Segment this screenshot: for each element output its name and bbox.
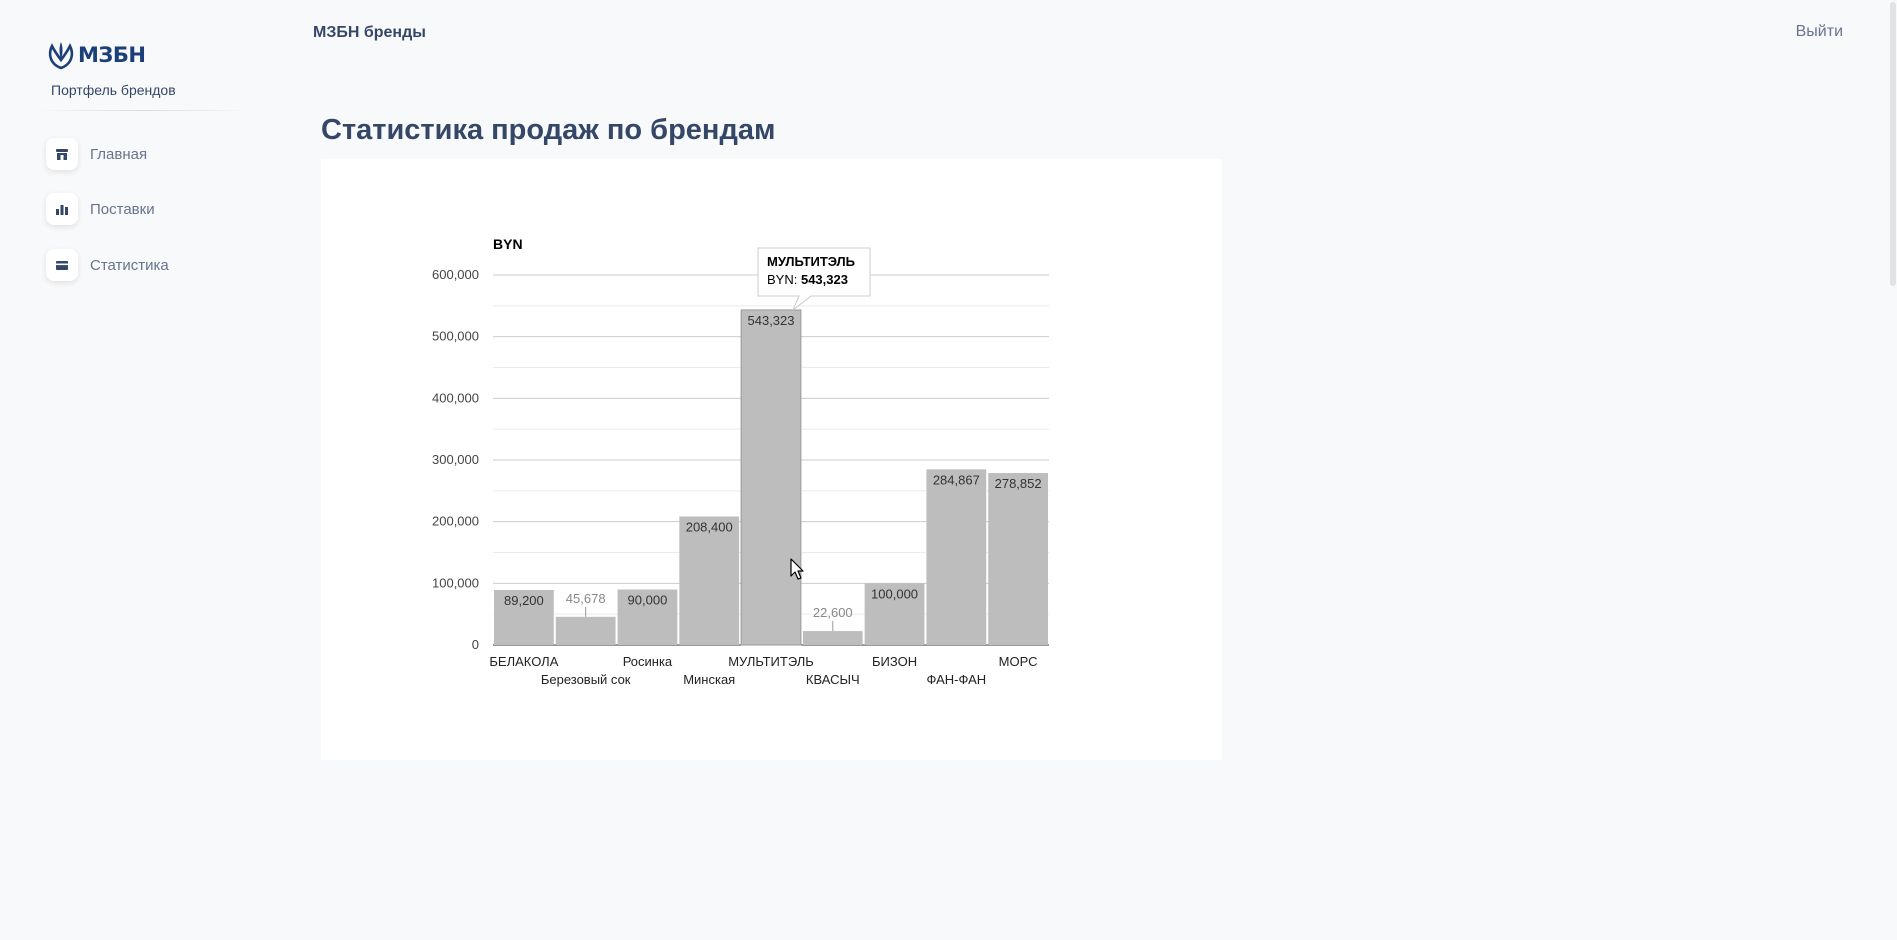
logout-link[interactable]: Выйти <box>1795 23 1843 40</box>
data-label: 543,323 <box>748 313 795 328</box>
x-tick-label: КВАСЫЧ <box>806 672 860 687</box>
sidebar-divider <box>36 110 250 111</box>
bar[interactable] <box>740 309 802 646</box>
sidebar-item-statistics[interactable]: Статистика <box>46 249 169 281</box>
y-tick-label: 300,000 <box>432 452 479 467</box>
card-icon <box>46 249 78 281</box>
tooltip-series-label: BYN: <box>767 272 801 287</box>
x-tick-label: БИЗОН <box>872 654 917 669</box>
brand-subtitle: Портфель брендов <box>51 82 176 98</box>
bar[interactable] <box>679 516 740 645</box>
bar-chart[interactable]: 0 100,000 200,000 300,000 400,000 500,000 600,… <box>321 159 1222 760</box>
sidebar-item-label: Главная <box>90 145 148 163</box>
mouse-cursor-icon <box>790 558 804 580</box>
data-label: 89,200 <box>504 593 544 608</box>
sidebar-item-label: Статистика <box>90 256 169 274</box>
x-tick-label: МОРС <box>999 654 1038 669</box>
tooltip-title: МУЛЬТИТЭЛЬ <box>767 254 855 269</box>
data-label: 22,600 <box>813 605 853 620</box>
chart-tooltip: МУЛЬТИТЭЛЬ BYN: 543,323 <box>757 247 871 311</box>
y-tick-label: 100,000 <box>432 575 479 590</box>
y-tick-label: 0 <box>472 637 479 652</box>
y-tick-label: 200,000 <box>432 514 479 529</box>
y-tick-label: 500,000 <box>432 329 479 344</box>
x-tick-label: Минская <box>683 672 735 687</box>
data-label: 45,678 <box>566 591 606 606</box>
x-tick-label: Росинка <box>623 654 673 669</box>
x-tick-label: Березовый сок <box>541 672 631 687</box>
data-label: 278,852 <box>995 476 1042 491</box>
x-tick-label: БЕЛАКОЛА <box>489 654 558 669</box>
shop-icon <box>46 138 78 170</box>
data-label: 90,000 <box>628 593 668 608</box>
y-tick-label: 400,000 <box>432 390 479 405</box>
chart-card: 0 100,000 200,000 300,000 400,000 500,000 600,… <box>321 159 1222 760</box>
header-title: МЗБН бренды <box>313 24 426 41</box>
bar[interactable] <box>617 589 678 646</box>
brand-logo-text: МЗБН <box>78 43 146 67</box>
page-title: Статистика продаж по брендам <box>321 114 776 146</box>
page-scrollbar[interactable] <box>1889 0 1897 290</box>
x-tick-label: ФАН-ФАН <box>927 672 987 687</box>
tooltip-box <box>757 247 871 311</box>
chart-icon <box>46 193 78 225</box>
brand-logo[interactable]: МЗБН <box>46 38 146 72</box>
bar[interactable] <box>802 631 863 645</box>
data-label: 100,000 <box>871 586 918 601</box>
data-label: 208,400 <box>686 519 733 534</box>
bar[interactable] <box>988 473 1048 645</box>
bar[interactable] <box>494 589 554 645</box>
scrollbar-thumb[interactable] <box>1890 2 1896 286</box>
x-tick-label: МУЛЬТИТЭЛЬ <box>728 654 814 669</box>
sidebar-item-label: Поставки <box>90 200 155 218</box>
sidebar-item-home[interactable]: Главная <box>46 138 147 170</box>
sidebar: МЗБН Портфель брендов Главная Поставки <box>36 30 250 290</box>
bar[interactable] <box>555 616 616 645</box>
data-label: 284,867 <box>933 472 980 487</box>
y-tick-label: 600,000 <box>432 267 479 282</box>
tooltip-value-line: BYN: 543,323 <box>767 272 848 287</box>
sidebar-item-supplies[interactable]: Поставки <box>46 193 155 225</box>
leaf-logo-icon <box>48 42 74 70</box>
bar[interactable] <box>864 583 925 645</box>
bar[interactable] <box>926 469 987 645</box>
tooltip-value: 543,323 <box>801 272 848 287</box>
y-axis-label: BYN <box>493 236 523 252</box>
